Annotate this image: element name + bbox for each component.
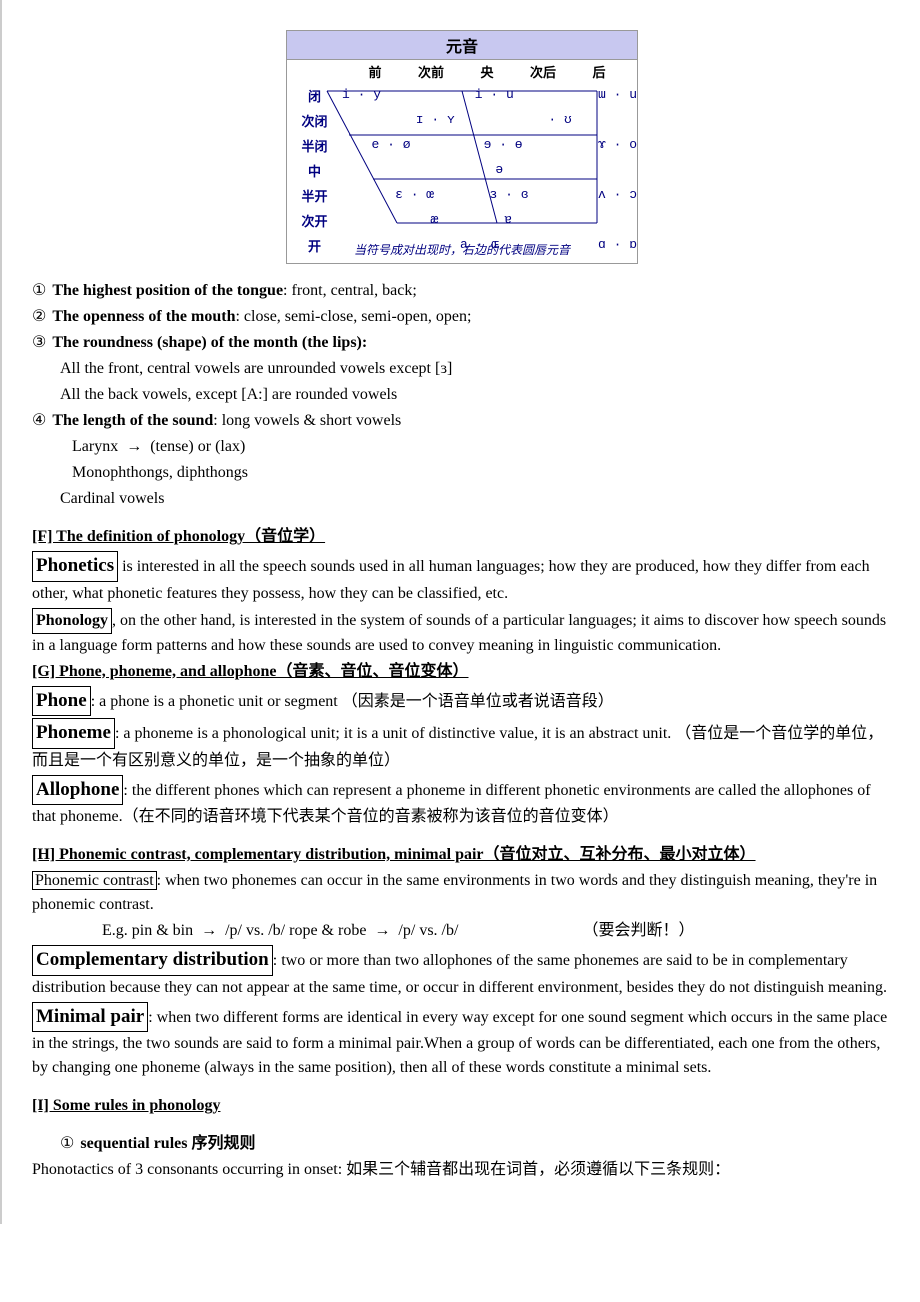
item-4-line-a: Larynx (tense) or (lax) (72, 435, 892, 459)
allophone-def: Allophone: the different phones which ca… (32, 775, 892, 830)
phonetics-def: Phonetics is interested in all the speec… (32, 551, 892, 606)
vowel-chart: 元音 前 次前 央 次后 后 闭 i · yi · uɯ · u (286, 30, 638, 264)
col-central: 央 (459, 62, 515, 81)
vowel-row-close: 闭 i · yi · uɯ · u (287, 83, 637, 108)
phonetics-label: Phonetics (32, 551, 118, 582)
vowel-row-near-open: 次开 æɐ (287, 208, 637, 233)
section-i-heading: [I] Some rules in phonology (32, 1094, 892, 1118)
complementary-distribution-label: Complementary distribution (32, 945, 273, 976)
section-h-heading: [H] Phonemic contrast, complementary dis… (32, 843, 892, 867)
vowel-chart-title: 元音 (287, 31, 637, 60)
rule-1-text: Phonotactics of 3 consonants occurring i… (32, 1158, 892, 1182)
phoneme-def: Phoneme: a phoneme is a phonological uni… (32, 718, 892, 773)
phonemic-contrast-label: Phonemic contrast (32, 871, 157, 890)
phonemic-contrast-def: Phonemic contrast: when two phonemes can… (32, 869, 892, 917)
col-back: 后 (571, 62, 627, 81)
vowel-row-close-mid: 半闭 e · øɘ · ɵɤ · o (287, 133, 637, 158)
col-near-front: 次前 (403, 62, 459, 81)
item-2: ② The openness of the mouth: close, semi… (32, 305, 892, 329)
arrow-icon (197, 922, 221, 939)
item-1: ① The highest position of the tongue: fr… (32, 279, 892, 303)
minimal-pair-def: Minimal pair: when two different forms a… (32, 1002, 892, 1081)
vowel-row-open: 开 a · ɶɑ · ɒ (287, 233, 637, 258)
section-f-heading: [F] The definition of phonology（音位学） (32, 525, 892, 549)
item-3-line-a: All the front, central vowels are unroun… (60, 357, 892, 381)
item-4-line-b: Monophthongs, diphthongs (72, 461, 892, 485)
phonology-label: Phonology (32, 608, 112, 634)
col-near-back: 次后 (515, 62, 571, 81)
item-3: ③ The roundness (shape) of the month (th… (32, 331, 892, 355)
item-3-line-b: All the back vowels, except [A:] are rou… (60, 383, 892, 407)
arrow-icon (370, 922, 394, 939)
phonemic-contrast-example: E.g. pin & bin /p/ vs. /b/ rope & robe /… (102, 919, 892, 943)
section-g-heading: [G] Phone, phoneme, and allophone（音素、音位、… (32, 660, 892, 684)
col-front: 前 (347, 62, 403, 81)
allophone-label: Allophone (32, 775, 123, 806)
minimal-pair-label: Minimal pair (32, 1002, 148, 1033)
item-4: ④ The length of the sound: long vowels &… (32, 409, 892, 433)
complementary-distribution-def: Complementary distribution: two or more … (32, 945, 892, 1000)
phonology-def: Phonology, on the other hand, is interes… (32, 608, 892, 658)
arrow-icon (122, 438, 146, 455)
rule-1: ① sequential rules 序列规则 (60, 1132, 892, 1156)
phone-label: Phone (32, 686, 91, 717)
phone-def: Phone: a phone is a phonetic unit or seg… (32, 686, 892, 717)
document-page: 元音 前 次前 央 次后 后 闭 i · yi · uɯ · u (0, 0, 920, 1224)
phoneme-label: Phoneme (32, 718, 115, 749)
item-4-line-c: Cardinal vowels (60, 487, 892, 511)
vowel-row-open-mid: 半开 ɛ · œɜ · ɞʌ · ɔ (287, 183, 637, 208)
vowel-row-mid: 中 ə (287, 158, 637, 183)
vowel-chart-columns: 前 次前 央 次后 后 (287, 60, 637, 83)
vowel-row-near-close: 次闭 ɪ · ʏ · ʊ (287, 108, 637, 133)
